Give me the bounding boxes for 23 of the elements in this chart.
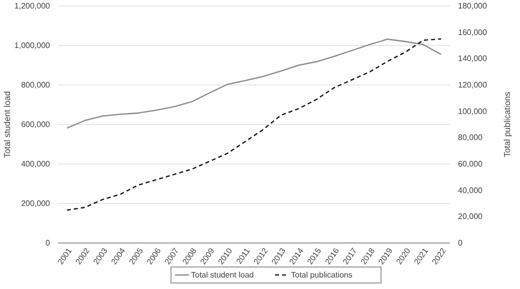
y2-tick-label: 180,000 <box>458 2 488 11</box>
y2-tick-label: 80,000 <box>458 133 484 142</box>
y-tick-label: 400,000 <box>21 160 51 169</box>
y-tick-label: 1,000,000 <box>14 41 51 50</box>
y2-tick-label: 60,000 <box>458 160 484 169</box>
y-tick-label: 600,000 <box>21 120 51 130</box>
y2-tick-label: 0 <box>458 238 463 248</box>
y2-tick-label: 160,000 <box>458 28 488 37</box>
y2-tick-label: 100,000 <box>458 106 488 116</box>
legend-label: Total publications <box>291 270 352 280</box>
y2-tick-label: 40,000 <box>458 186 484 195</box>
y-tick-label: 200,000 <box>21 199 51 208</box>
y-tick-label: 800,000 <box>21 80 51 90</box>
y2-tick-label: 20,000 <box>458 212 484 222</box>
y2-tick-label: 140,000 <box>458 54 488 64</box>
y-axis-title: Total student load <box>2 90 12 158</box>
legend-label: Total student load <box>191 270 254 280</box>
y2-axis-title: Total publications <box>502 92 512 158</box>
line-series <box>66 38 442 211</box>
y-tick-label: 1,200,000 <box>14 2 51 11</box>
y-tick-label: 0 <box>46 238 51 248</box>
y2-tick-label: 120,000 <box>458 80 488 90</box>
line-series <box>66 38 442 129</box>
